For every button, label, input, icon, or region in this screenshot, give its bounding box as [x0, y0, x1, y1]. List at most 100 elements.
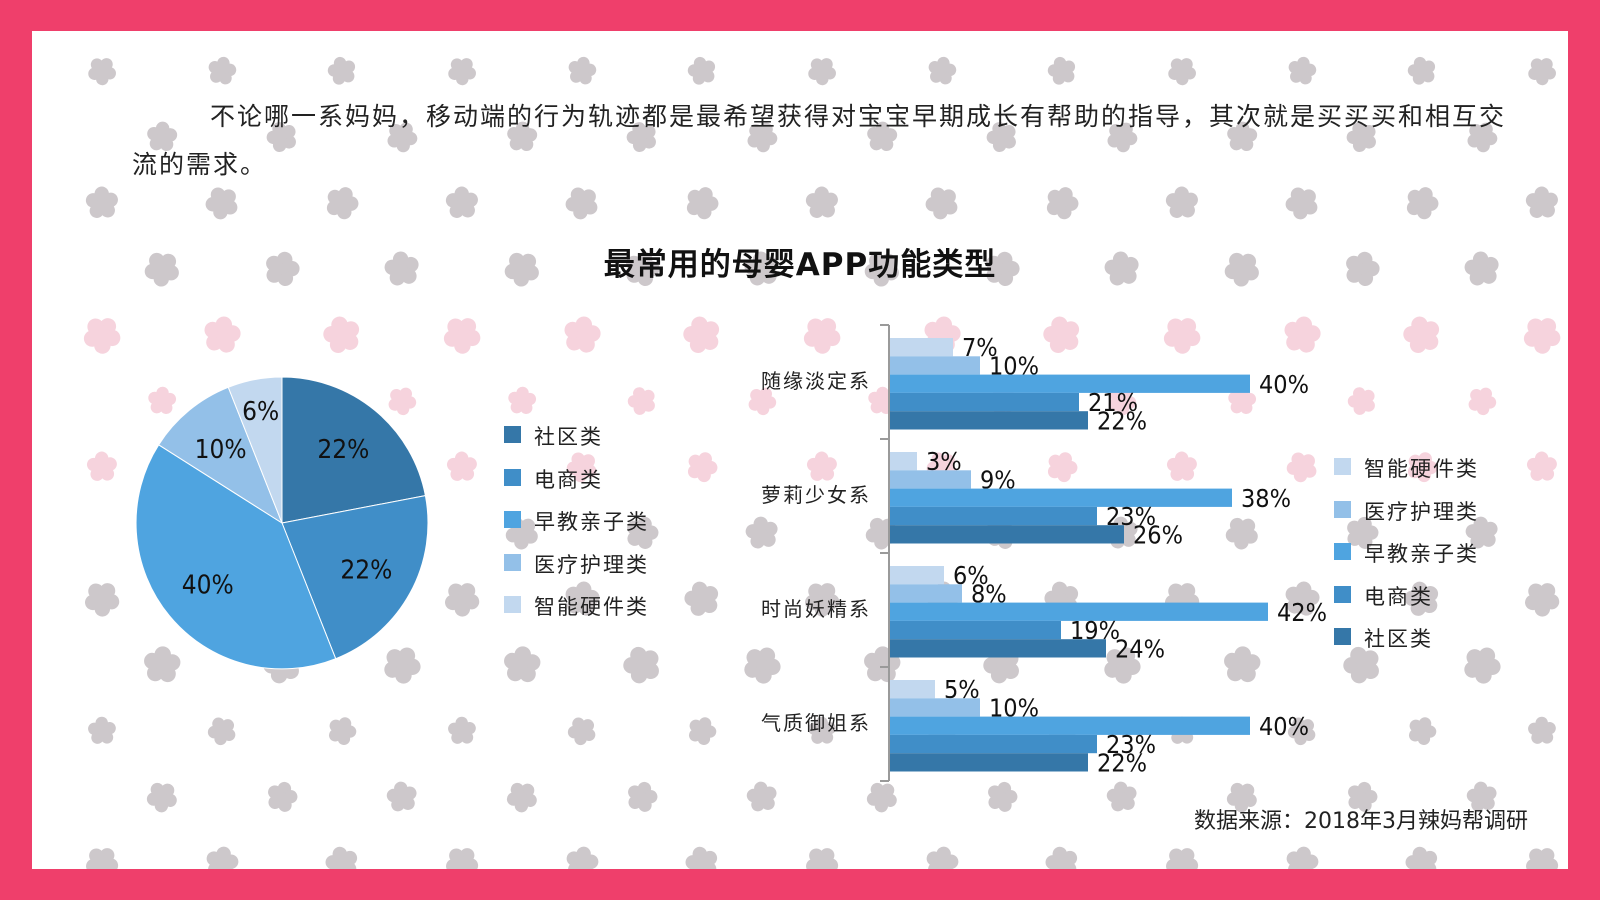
bar — [890, 602, 1268, 621]
pie-slice — [281, 376, 426, 524]
legend-swatch — [1334, 628, 1351, 645]
flower-icon — [1464, 647, 1501, 684]
flower-icon — [567, 717, 596, 746]
flower-icon — [1464, 251, 1499, 286]
flower-icon — [925, 187, 958, 220]
flower-icon — [1046, 187, 1079, 220]
category-label: 随缘淡定系 — [761, 369, 871, 393]
bar — [890, 639, 1106, 658]
flower-icon — [1284, 316, 1321, 353]
legend-label: 早教亲子类 — [1364, 542, 1479, 566]
flower-icon — [1224, 646, 1261, 683]
bar — [890, 392, 1079, 412]
flower-icon — [1285, 581, 1320, 616]
pie-slice — [158, 386, 284, 525]
legend-label: 社区类 — [1364, 627, 1433, 651]
legend-swatch — [504, 511, 521, 528]
flower-icon — [564, 316, 601, 353]
flower-icon — [626, 251, 660, 286]
bar-data-label: 26% — [1133, 520, 1183, 549]
flower-icon — [327, 56, 356, 85]
flower-icon — [1407, 452, 1438, 483]
bar-data-label: 38% — [1241, 484, 1291, 513]
bar-data-label: 22% — [1097, 406, 1147, 435]
flower-icon — [1406, 187, 1439, 220]
flower-icon — [627, 516, 659, 549]
bar — [890, 716, 1250, 735]
flower-icon — [1045, 846, 1078, 869]
flower-icon — [1047, 56, 1076, 85]
flower-icon — [1104, 647, 1141, 684]
flower-icon — [504, 252, 539, 287]
flower-icon — [1525, 186, 1558, 218]
flower-icon — [448, 716, 476, 744]
flower-icon — [689, 717, 717, 745]
pie-data-label: 6% — [242, 397, 279, 427]
flower-icon — [88, 716, 116, 744]
flower-icon — [1166, 848, 1199, 869]
flower-icon — [147, 121, 178, 152]
flower-icon — [443, 318, 481, 354]
flower-icon — [386, 781, 417, 812]
flower-icon — [1104, 251, 1139, 286]
flower-icon — [507, 121, 538, 152]
flower-icon — [204, 316, 241, 353]
bar — [890, 525, 1124, 544]
legend-swatch — [504, 553, 521, 571]
pie-legend: 社区类 电商类 早教亲子类 医疗护理类 智能硬件类 — [504, 423, 684, 643]
flower-icon — [1286, 846, 1319, 869]
flower-icon — [384, 647, 421, 684]
flower-icon — [1347, 516, 1379, 549]
bar — [890, 411, 1088, 430]
flower-icon — [266, 122, 296, 153]
flower-icon — [1346, 251, 1380, 286]
flower-icon — [627, 387, 655, 415]
legend-label: 早教亲子类 — [534, 510, 649, 534]
flower-icon — [85, 186, 118, 218]
flower-icon — [1288, 56, 1317, 85]
flower-icon — [1226, 782, 1257, 813]
bar-data-label: 23% — [1106, 730, 1156, 759]
flower-icon — [387, 122, 418, 153]
flower-icon — [446, 451, 477, 481]
bar-data-label: 21% — [1088, 388, 1138, 417]
flower-icon — [1107, 122, 1138, 153]
flower-icon — [1407, 56, 1436, 85]
legend-label: 智能硬件类 — [534, 595, 649, 619]
flower-icon — [686, 187, 719, 220]
bar — [890, 488, 1232, 507]
flower-icon — [1528, 716, 1556, 744]
legend-label: 医疗护理类 — [534, 552, 649, 577]
flower-icon — [1405, 846, 1438, 869]
legend-swatch — [504, 596, 521, 613]
bar — [890, 566, 944, 585]
flower-icon — [1523, 318, 1561, 354]
bar — [890, 734, 1097, 754]
chart-title: 最常用的母婴APP功能类型 — [603, 247, 997, 283]
pie-chart: 22% 22% 40% 10% 6% — [135, 376, 429, 670]
flower-icon — [1409, 717, 1437, 745]
flower-icon — [446, 848, 479, 869]
bar — [890, 452, 917, 471]
flower-icon — [687, 452, 718, 483]
flower-icon — [1168, 58, 1196, 86]
flower-icon — [866, 782, 897, 813]
intro-paragraph: 不论哪一系妈妈，移动端的行为轨迹都是最希望获得对宝宝早期成长有帮助的指导，其次就… — [132, 102, 1507, 179]
data-source-note: 数据来源：2018年3月辣妈帮调研 — [1194, 809, 1528, 834]
legend-label: 智能硬件类 — [1364, 457, 1479, 481]
flower-icon — [1526, 451, 1557, 481]
flower-icon — [504, 646, 541, 683]
flower-icon — [926, 846, 959, 869]
flower-icon — [1528, 58, 1556, 86]
flower-icon — [325, 846, 358, 869]
flower-icon — [1286, 452, 1317, 483]
legend-swatch — [1334, 500, 1351, 518]
bar — [890, 698, 980, 717]
pie-slice — [135, 444, 337, 670]
bar — [890, 470, 971, 489]
pie-slice — [281, 495, 429, 660]
flower-icon — [208, 56, 237, 85]
flower-icon — [206, 846, 239, 869]
flower-icon — [445, 186, 478, 218]
flower-icon — [1225, 517, 1258, 550]
